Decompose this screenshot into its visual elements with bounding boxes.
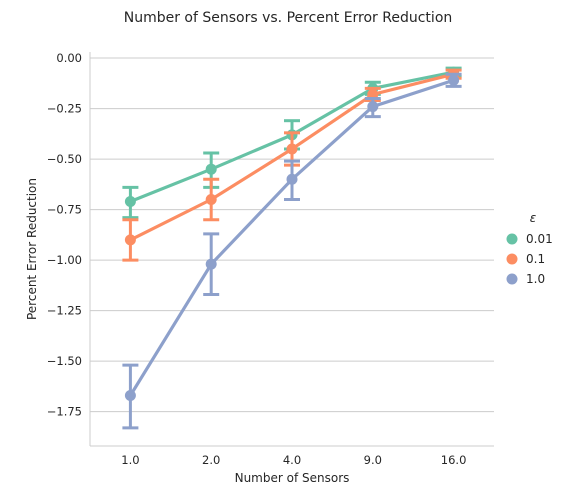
legend-marker [507,234,518,245]
data-point [287,143,298,154]
y-tick-label: −1.00 [47,253,82,267]
x-tick-label: 16.0 [441,453,467,467]
y-tick-label: −1.75 [47,405,82,419]
y-tick-label: −0.25 [47,102,82,116]
x-axis-label: Number of Sensors [235,471,350,485]
legend-label: 0.01 [526,232,553,246]
x-tick-label: 2.0 [202,453,220,467]
chart-title: Number of Sensors vs. Percent Error Redu… [124,10,453,26]
y-tick-labels: 0.00 −0.25 −0.50 −0.75 −1.00 −1.25 −1.50 −1.75 [47,51,82,419]
y-tick-label: −1.25 [47,304,82,318]
data-point [206,164,217,175]
data-point [448,75,459,86]
y-tick-label: −1.50 [47,354,82,368]
legend-label: 0.1 [526,252,545,266]
data-point [125,390,136,401]
legend-marker [507,254,518,265]
y-tick-label: −0.75 [47,203,82,217]
data-point [206,259,217,270]
data-point [125,196,136,207]
legend-title: ε [530,211,537,225]
x-tick-label: 1.0 [121,453,139,467]
y-tick-label: 0.00 [56,51,82,65]
x-tick-label: 4.0 [283,453,301,467]
series-layer [122,67,461,428]
x-tick-labels: 1.0 2.0 4.0 9.0 16.0 [121,453,466,467]
data-point [125,234,136,245]
y-axis-label: Percent Error Reduction [25,178,39,320]
y-tick-label: −0.50 [47,152,82,166]
legend: ε 0.01 0.1 1.0 [507,211,553,286]
data-point [206,194,217,205]
data-point [367,101,378,112]
legend-marker [507,274,518,285]
legend-label: 1.0 [526,272,545,286]
gridlines [90,58,494,412]
data-point [287,174,298,185]
x-tick-label: 9.0 [364,453,382,467]
